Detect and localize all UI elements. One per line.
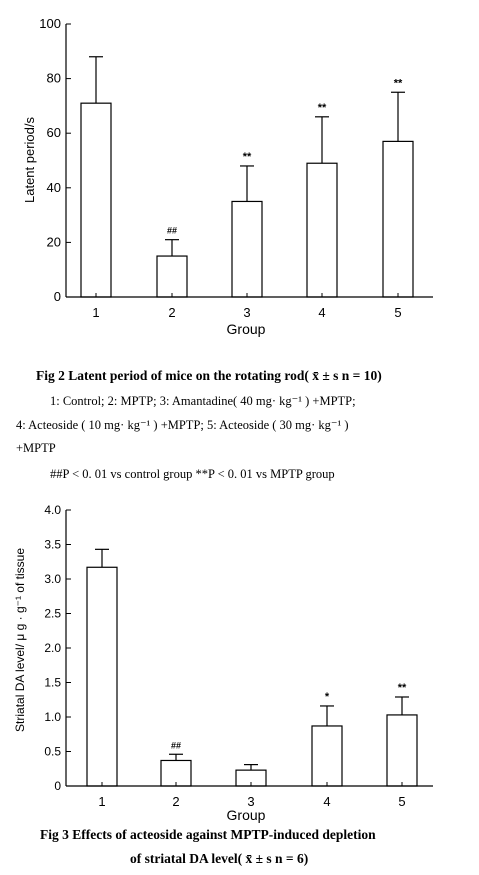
x-tick-label: 3 <box>247 794 254 809</box>
latent-period-chart: 0 20 40 60 80 100 ## ** ** ** 1 2 3 4 5 Group Latent… <box>22 16 433 337</box>
x-tick-label: 5 <box>398 794 405 809</box>
x-tick-label: 4 <box>318 305 325 320</box>
significance-label: ## <box>171 740 181 750</box>
y-tick-label: 1.0 <box>44 710 61 724</box>
bar <box>311 725 343 787</box>
y-tick-label: 80 <box>47 71 61 86</box>
bar <box>80 102 112 298</box>
bar <box>160 759 192 787</box>
significance-label: ** <box>243 151 252 163</box>
x-axis-label: Group <box>227 321 266 337</box>
bar <box>382 140 414 298</box>
y-tick-label: 40 <box>47 180 61 195</box>
figure-2-caption-line: ##P < 0. 01 vs control group **P < 0. 01… <box>50 467 335 481</box>
x-tick-label: 1 <box>98 794 105 809</box>
y-tick-label: 1.5 <box>44 676 61 690</box>
bar <box>306 162 338 298</box>
y-axis-label: Latent period/s <box>22 117 37 204</box>
x-tick-labels: 1 2 3 4 5 <box>98 782 406 809</box>
y-tick-labels: 0 0.5 1.0 1.5 2.0 2.5 3.0 3.5 4.0 <box>44 503 71 793</box>
bars: ## ** ** ** <box>80 56 414 298</box>
y-axis-label: Striatal DA level/ μ g · g⁻¹ of tissue <box>13 548 27 732</box>
y-tick-label: 60 <box>47 125 61 140</box>
y-tick-label: 0 <box>54 779 61 793</box>
y-tick-label: 3.5 <box>44 538 61 552</box>
x-tick-labels: 1 2 3 4 5 <box>92 293 402 320</box>
significance-label: ## <box>167 226 177 236</box>
figure-3-caption-line: of striatal DA level( x̄ ± s n = 6) <box>130 851 309 866</box>
significance-label: * <box>325 691 330 703</box>
bar <box>156 255 188 298</box>
figure-2-caption-line: +MPTP <box>16 441 56 455</box>
x-tick-label: 2 <box>172 794 179 809</box>
y-tick-label: 0.5 <box>44 745 61 759</box>
bars: ##*** <box>86 548 418 787</box>
x-tick-label: 5 <box>394 305 401 320</box>
y-tick-label: 4.0 <box>44 503 61 517</box>
x-tick-label: 4 <box>323 794 330 809</box>
y-tick-label: 20 <box>47 234 61 249</box>
x-tick-label: 3 <box>243 305 250 320</box>
significance-label: ** <box>394 77 403 89</box>
y-tick-label: 0 <box>54 289 61 304</box>
y-tick-label: 3.0 <box>44 572 61 586</box>
y-tick-label: 2.5 <box>44 607 61 621</box>
figure-2-caption-line: 4: Acteoside ( 10 mg· kg⁻¹ ) +MPTP; 5: A… <box>16 418 349 432</box>
y-tick-labels: 0 20 40 60 80 100 <box>39 16 71 304</box>
bar <box>86 566 118 787</box>
y-tick-label: 2.0 <box>44 641 61 655</box>
significance-label: ** <box>318 102 327 114</box>
significance-label: ** <box>398 682 407 694</box>
figure-3-caption-title: Fig 3 Effects of acteoside against MPTP-… <box>40 827 376 842</box>
y-tick-label: 100 <box>39 16 61 31</box>
bar <box>231 200 263 298</box>
x-tick-label: 2 <box>168 305 175 320</box>
x-tick-label: 1 <box>92 305 99 320</box>
figure-2-caption-line: 1: Control; 2: MPTP; 3: Amantadine( 40 m… <box>50 394 356 408</box>
x-axis-label: Group <box>227 807 266 823</box>
figure-2-caption-title: Fig 2 Latent period of mice on the rotat… <box>36 368 382 383</box>
bar <box>386 714 418 787</box>
